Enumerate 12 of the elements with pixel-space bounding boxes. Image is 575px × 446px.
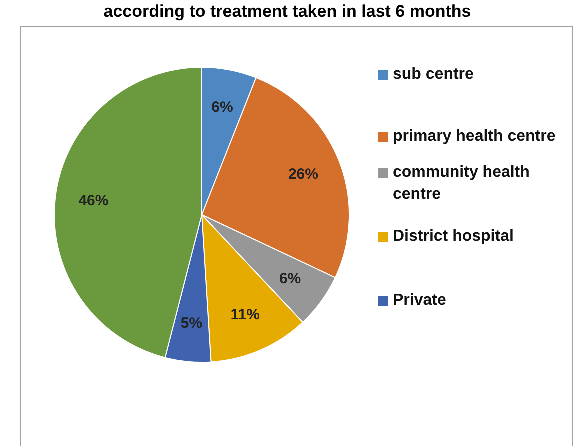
legend-label: Private [393,291,446,311]
legend-label: community health centre [393,163,531,205]
data-label: 11% [230,306,260,324]
chart-title: according to treatment taken in last 6 months [102,2,472,22]
data-label: 6% [212,98,234,116]
data-label: 26% [288,166,318,183]
legend-label: sub centre [393,65,474,85]
data-label: 6% [279,270,302,288]
legend-label: District hospital [393,227,514,247]
data-label: 5% [180,314,203,332]
data-label: 46% [78,192,109,210]
legend-label: primary health centre [393,127,556,147]
